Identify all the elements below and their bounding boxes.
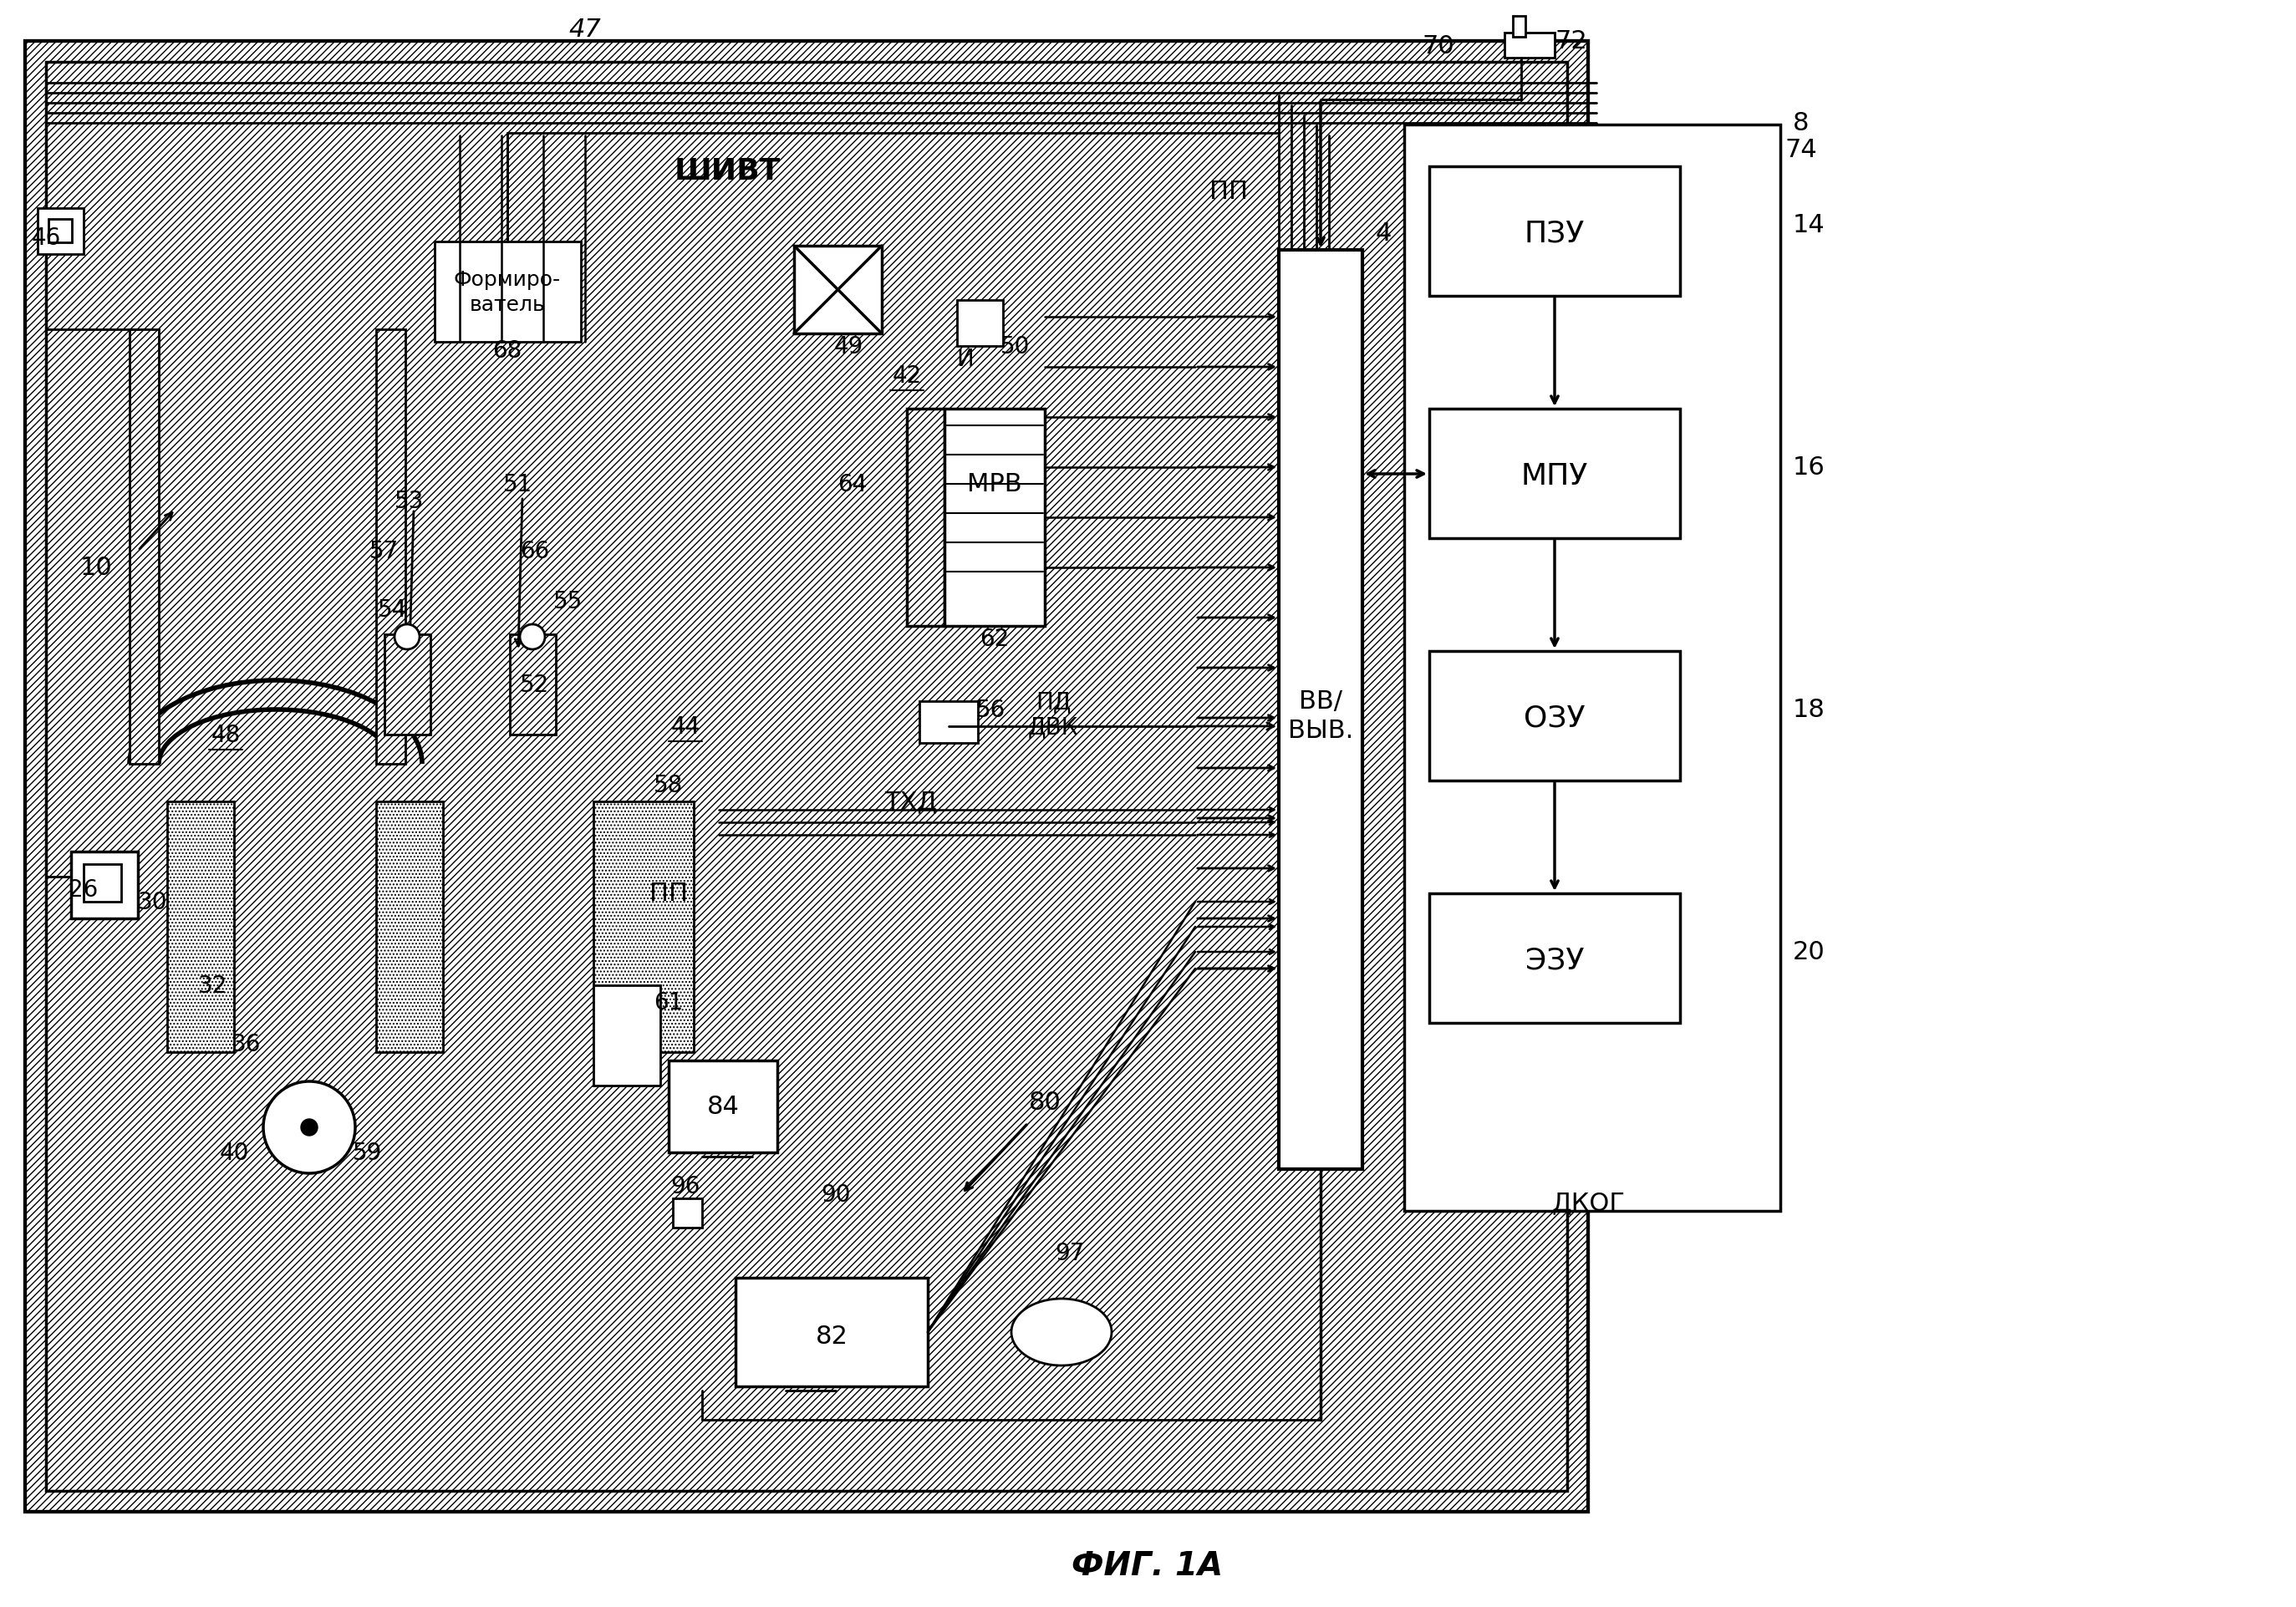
Text: 59: 59 xyxy=(354,1141,383,1165)
Text: 14: 14 xyxy=(1793,214,1825,238)
Text: 58: 58 xyxy=(654,773,684,797)
Text: 47: 47 xyxy=(569,18,602,42)
Bar xyxy=(46,63,1568,1491)
Text: 10: 10 xyxy=(80,556,113,580)
Bar xyxy=(1279,251,1362,1170)
Text: 57: 57 xyxy=(370,540,400,562)
Bar xyxy=(383,635,429,734)
Bar xyxy=(1428,893,1681,1024)
Text: ДВК: ДВК xyxy=(1029,715,1079,738)
Text: Формиро-: Формиро- xyxy=(455,270,560,289)
Text: 50: 50 xyxy=(1001,334,1031,358)
Text: 16: 16 xyxy=(1793,456,1825,480)
Text: 54: 54 xyxy=(379,598,409,622)
Text: 61: 61 xyxy=(654,990,684,1014)
Text: 96: 96 xyxy=(670,1175,700,1197)
Text: 68: 68 xyxy=(494,339,521,363)
Text: 53: 53 xyxy=(395,490,425,513)
Bar xyxy=(377,329,406,765)
Text: ПП: ПП xyxy=(650,882,689,906)
Text: 52: 52 xyxy=(521,673,549,696)
Bar xyxy=(1504,34,1554,58)
Text: ВВ/: ВВ/ xyxy=(1300,689,1343,714)
Text: 51: 51 xyxy=(503,472,533,497)
Bar xyxy=(944,410,1045,627)
Text: ЭЗУ: ЭЗУ xyxy=(1525,947,1584,975)
Text: 56: 56 xyxy=(976,699,1006,722)
Bar xyxy=(510,635,556,734)
Text: ДКOГ: ДКOГ xyxy=(1552,1191,1626,1215)
Bar xyxy=(25,42,1589,1512)
Text: ФИГ. 1А: ФИГ. 1А xyxy=(1072,1549,1224,1581)
Text: 36: 36 xyxy=(232,1032,262,1056)
Bar xyxy=(83,865,122,902)
Bar xyxy=(48,220,71,243)
Circle shape xyxy=(519,625,544,649)
Bar xyxy=(918,702,978,744)
Bar xyxy=(1513,16,1525,37)
Text: ПП: ПП xyxy=(1210,180,1249,204)
Text: 72: 72 xyxy=(1554,29,1587,55)
Bar xyxy=(25,42,1589,1512)
Circle shape xyxy=(264,1082,356,1173)
Bar xyxy=(592,802,693,1053)
Text: 55: 55 xyxy=(553,590,583,612)
Text: 70: 70 xyxy=(1421,34,1453,58)
Text: 97: 97 xyxy=(1056,1241,1084,1265)
Text: ОЗУ: ОЗУ xyxy=(1525,704,1584,733)
Text: 40: 40 xyxy=(218,1141,248,1165)
Text: 42: 42 xyxy=(893,365,921,387)
Bar xyxy=(71,852,138,919)
Bar xyxy=(1428,410,1681,538)
Bar xyxy=(735,1278,928,1387)
Text: 32: 32 xyxy=(197,974,227,998)
Bar xyxy=(129,329,158,765)
Text: ПЗУ: ПЗУ xyxy=(1525,220,1584,247)
Text: МПУ: МПУ xyxy=(1520,461,1589,490)
Text: 64: 64 xyxy=(838,472,868,497)
Text: 46: 46 xyxy=(32,227,60,249)
Text: ТХД: ТХД xyxy=(884,789,937,813)
Text: 62: 62 xyxy=(980,627,1010,651)
Text: 80: 80 xyxy=(1029,1091,1061,1115)
Text: 44: 44 xyxy=(670,715,700,738)
Bar xyxy=(37,209,83,256)
Bar xyxy=(377,802,443,1053)
Text: 48: 48 xyxy=(211,723,241,747)
Ellipse shape xyxy=(1010,1298,1111,1366)
Text: 49: 49 xyxy=(833,334,863,358)
Bar xyxy=(434,243,581,342)
Bar xyxy=(957,301,1003,347)
Bar xyxy=(168,802,234,1053)
Bar xyxy=(1405,125,1779,1212)
Bar xyxy=(673,1199,703,1228)
Text: 74: 74 xyxy=(1784,138,1818,162)
Text: 8: 8 xyxy=(1793,111,1809,135)
Text: 18: 18 xyxy=(1793,697,1825,722)
Bar xyxy=(592,985,661,1086)
Text: МРВ: МРВ xyxy=(967,472,1022,497)
Text: И: И xyxy=(957,347,974,371)
Text: ПД: ПД xyxy=(1035,689,1070,714)
Text: ШИВТ: ШИВТ xyxy=(675,157,781,185)
Bar xyxy=(1428,651,1681,781)
Text: 20: 20 xyxy=(1793,940,1825,964)
Text: 84: 84 xyxy=(707,1094,739,1118)
Text: 66: 66 xyxy=(521,540,549,562)
Text: 4: 4 xyxy=(1375,222,1391,246)
Text: 30: 30 xyxy=(138,890,168,914)
Bar xyxy=(907,410,944,627)
Text: 26: 26 xyxy=(69,877,99,902)
Circle shape xyxy=(301,1118,317,1136)
Text: 82: 82 xyxy=(815,1324,847,1348)
Bar xyxy=(668,1061,778,1152)
Bar xyxy=(794,246,882,334)
Text: 90: 90 xyxy=(822,1183,850,1207)
Text: ватель: ватель xyxy=(468,294,544,315)
Circle shape xyxy=(395,625,420,649)
Text: ВЫВ.: ВЫВ. xyxy=(1288,718,1352,742)
Bar xyxy=(1428,167,1681,297)
